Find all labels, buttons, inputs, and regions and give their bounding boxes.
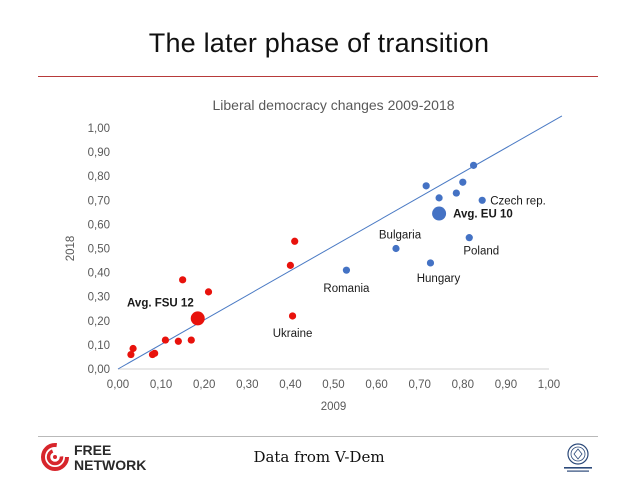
logo-line1: FREE bbox=[74, 442, 112, 458]
data-point bbox=[291, 237, 299, 245]
x-tick-label: 0,90 bbox=[495, 379, 517, 391]
y-tick-label: 0,10 bbox=[88, 340, 110, 352]
data-point bbox=[435, 194, 443, 202]
data-point bbox=[392, 244, 400, 253]
data-point bbox=[426, 259, 435, 267]
y-tick-label: 0,30 bbox=[88, 292, 110, 304]
data-point bbox=[127, 350, 135, 359]
data-point bbox=[179, 276, 187, 284]
data-label: Avg. EU 10 bbox=[453, 209, 513, 221]
footer-divider bbox=[38, 436, 598, 437]
average-point bbox=[432, 206, 447, 221]
average-point bbox=[190, 311, 205, 326]
data-label: Avg. FSU 12 bbox=[127, 297, 194, 309]
data-point bbox=[161, 336, 170, 344]
free-network-logo: FREE NETWORK bbox=[40, 442, 160, 472]
data-point bbox=[286, 261, 294, 269]
logo-line2: NETWORK bbox=[74, 457, 147, 473]
y-axis-label: 2018 bbox=[65, 236, 77, 262]
data-point bbox=[422, 182, 430, 190]
x-tick-label: 0,70 bbox=[409, 379, 431, 391]
chart-title: Liberal democracy changes 2009-2018 bbox=[212, 97, 454, 113]
data-point bbox=[151, 349, 159, 357]
data-point bbox=[459, 178, 467, 186]
data-point bbox=[174, 337, 182, 345]
title-divider bbox=[38, 76, 598, 77]
data-point bbox=[288, 312, 297, 320]
y-tick-label: 0,40 bbox=[88, 268, 110, 280]
trend-line bbox=[117, 115, 563, 370]
x-tick-label: 0,60 bbox=[365, 379, 387, 391]
slide-title: The later phase of transition bbox=[148, 28, 490, 58]
y-tick-label: 0,00 bbox=[88, 364, 110, 376]
x-tick-label: 0,20 bbox=[193, 379, 215, 391]
data-point bbox=[187, 336, 195, 344]
x-tick-label: 0,40 bbox=[279, 379, 301, 391]
data-label: Bulgaria bbox=[379, 230, 422, 242]
free-network-logo-icon bbox=[41, 443, 69, 471]
y-tick-label: 0,90 bbox=[88, 147, 110, 159]
data-point bbox=[129, 344, 137, 353]
x-axis-label: 2009 bbox=[321, 401, 347, 413]
data-label: Czech rep. bbox=[490, 195, 546, 207]
footer-source: Data from V-Dem bbox=[253, 448, 385, 466]
data-label: Hungary bbox=[417, 273, 461, 285]
x-tick-label: 0,50 bbox=[322, 379, 344, 391]
x-tick-label: 0,10 bbox=[150, 379, 172, 391]
data-point bbox=[478, 196, 486, 204]
x-tick-label: 0,00 bbox=[107, 379, 129, 391]
data-point bbox=[469, 161, 478, 169]
y-tick-label: 1,00 bbox=[88, 123, 110, 135]
data-point bbox=[452, 189, 460, 197]
x-tick-label: 0,80 bbox=[452, 379, 474, 391]
x-tick-label: 1,00 bbox=[538, 379, 560, 391]
y-tick-label: 0,80 bbox=[88, 171, 110, 183]
scatter-chart: Liberal democracy changes 2009-2018 0,00 0… bbox=[65, 97, 563, 413]
data-label: Romania bbox=[323, 283, 370, 295]
data-point bbox=[465, 234, 473, 242]
data-label: Ukraine bbox=[273, 328, 313, 340]
university-seal-icon bbox=[564, 443, 592, 472]
data-point bbox=[342, 266, 351, 274]
y-tick-label: 0,20 bbox=[88, 316, 110, 328]
y-tick-label: 0,50 bbox=[88, 244, 110, 256]
y-tick-label: 0,60 bbox=[88, 219, 110, 231]
data-label: Poland bbox=[463, 246, 499, 258]
data-point bbox=[204, 288, 213, 296]
y-tick-label: 0,70 bbox=[88, 195, 110, 207]
x-tick-label: 0,30 bbox=[236, 379, 258, 391]
